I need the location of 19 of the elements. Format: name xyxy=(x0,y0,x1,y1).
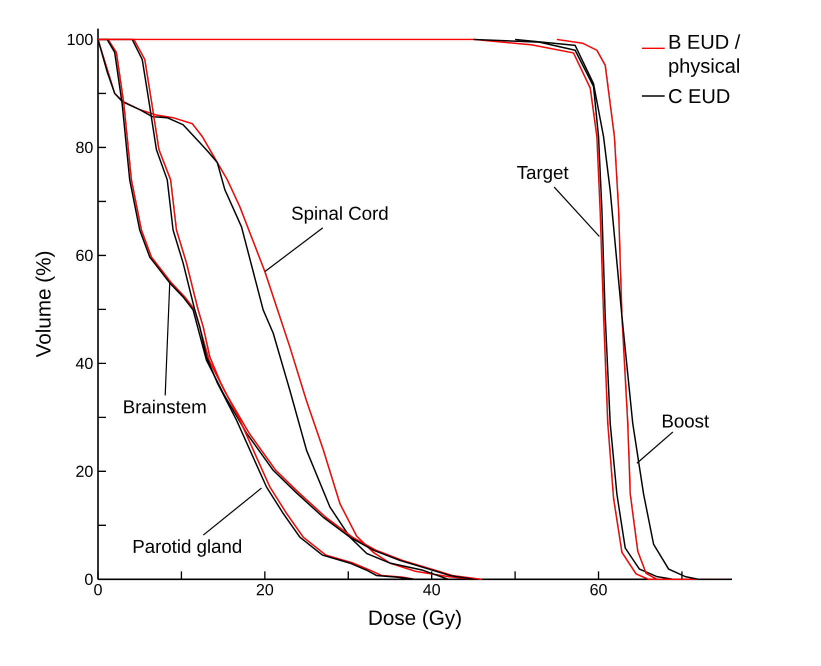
annotation: Target xyxy=(517,166,568,183)
y-tick-label: 60 xyxy=(76,250,93,262)
legend-label: C EUD xyxy=(669,89,730,104)
x-axis-title: Dose (Gy) xyxy=(370,610,461,630)
y-tick-label: 80 xyxy=(76,142,93,154)
annotation: Boost xyxy=(662,414,710,428)
x-tick-label: 60 xyxy=(590,584,607,596)
x-tick-label: 0 xyxy=(94,584,102,596)
y-tick-label: 40 xyxy=(76,358,93,370)
y-axis-title: Volume (%) xyxy=(36,252,55,358)
legend-label: B EUD / physical xyxy=(669,34,740,77)
annotation: Brainstem xyxy=(124,400,206,414)
y-tick-label: 0 xyxy=(85,574,93,585)
x-tick-label: 40 xyxy=(423,584,440,596)
y-tick-label: 20 xyxy=(76,466,93,477)
y-tick-label: 100 xyxy=(68,34,93,46)
x-tick-label: 20 xyxy=(256,584,274,596)
annotation: Spinal Cord xyxy=(292,206,388,224)
annotation: Parotid gland xyxy=(134,539,242,557)
